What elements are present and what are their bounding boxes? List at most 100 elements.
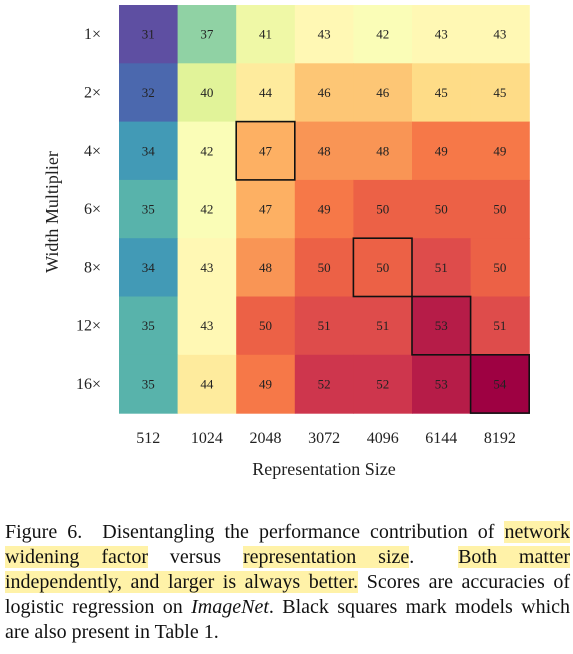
y-tick-label: 4×: [84, 143, 101, 160]
heatmap-chart: 31 37 41 43 42 43 43 32 40 44 46 46 45 45 34 42 47 48 48 49…: [42, 5, 531, 479]
cell-value-label: 50: [376, 202, 389, 217]
heatmap-cell: [236, 63, 296, 123]
y-tick-label: 8×: [84, 259, 101, 276]
heatmap-cell: [294, 238, 354, 298]
cell-value-label: 50: [493, 202, 506, 217]
y-tick-label: 6×: [84, 201, 101, 218]
heatmap-cell: [470, 63, 530, 123]
heatmap-cell: [412, 121, 472, 181]
cell-value-label: 52: [318, 376, 331, 391]
heatmap-cell: [119, 63, 179, 123]
cell-value-label: 49: [493, 143, 506, 158]
caption-text-3: .: [409, 546, 415, 568]
marked-cell-outline: [469, 353, 531, 414]
figure-caption: Figure 6. Disentangling the performance …: [5, 520, 570, 645]
cell-value-label: 43: [200, 260, 213, 275]
caption-text-1: Disentangling the performance contributi…: [102, 521, 495, 543]
heatmap-cell: [177, 238, 237, 298]
cell-value-label: 46: [318, 85, 332, 100]
highlight-representation-size: representation size: [242, 546, 410, 568]
cell-value-label: 45: [493, 85, 506, 100]
heatmap-cell: [470, 238, 530, 298]
cell-value-label: 37: [200, 27, 214, 42]
heatmap-cell: [236, 354, 296, 414]
heatmap-cell: [119, 5, 179, 64]
heatmap-cell: [119, 121, 179, 181]
heatmap-cell: [412, 5, 472, 64]
heatmap-cell: [119, 238, 179, 298]
heatmap-cell: [294, 354, 354, 414]
heatmap-cell: [294, 121, 354, 181]
heatmap-cells: 31 37 41 43 42 43 43 32 40 44 46 46 45 45 34 42 47 48 48 49…: [119, 5, 530, 414]
heatmap-cell: [470, 121, 530, 181]
cell-value-label: 35: [142, 202, 155, 217]
cell-value-label: 49: [435, 143, 448, 158]
y-tick-labels: 1× 2× 4× 6× 8× 12× 16×: [76, 26, 101, 393]
cell-value-label: 43: [493, 27, 506, 42]
cell-value-label: 44: [200, 376, 214, 391]
cell-value-label: 50: [259, 318, 272, 333]
heatmap-cell: [294, 296, 354, 356]
heatmap-cell: [119, 354, 179, 414]
cell-value-label: 53: [435, 318, 448, 333]
cell-value-label: 32: [142, 85, 155, 100]
x-axis-label: Representation Size: [252, 459, 395, 479]
y-tick-label: 2×: [84, 84, 101, 101]
cell-value-label: 40: [200, 85, 213, 100]
heatmap-cell: [294, 5, 354, 64]
cell-value-label: 42: [200, 202, 213, 217]
cell-value-label: 48: [259, 260, 272, 275]
cell-value-label: 31: [142, 27, 155, 42]
heatmap-cell: [412, 354, 472, 414]
y-tick-label: 12×: [76, 318, 101, 335]
marked-cell-outline: [411, 295, 472, 356]
cell-value-label: 50: [376, 260, 389, 275]
cell-value-label: 34: [142, 260, 156, 275]
heatmap-cell: [353, 179, 413, 239]
heatmap-cell: [353, 63, 413, 123]
cell-value-label: 41: [259, 27, 272, 42]
x-tick-label: 8192: [484, 430, 516, 447]
y-axis-label: Width Multiplier: [42, 151, 62, 273]
cell-value-label: 48: [318, 143, 331, 158]
heatmap-cell: [470, 179, 530, 239]
marked-squares: [235, 120, 531, 414]
cell-value-label: 53: [435, 376, 448, 391]
cell-value-label: 42: [200, 143, 213, 158]
heatmap-cell: [236, 121, 296, 181]
marked-cell-outline: [352, 237, 413, 298]
x-tick-label: 3072: [308, 430, 340, 447]
cell-value-label: 42: [376, 27, 389, 42]
heatmap-cell: [353, 354, 413, 414]
marked-cell-outline: [235, 120, 296, 181]
heatmap-cell: [119, 179, 179, 239]
caption-text-5: . Black squares mark models which are al…: [5, 596, 571, 643]
cell-value-label: 50: [435, 202, 448, 217]
cell-value-label: 46: [376, 85, 390, 100]
cell-value-label: 35: [142, 318, 155, 333]
cell-value-label: 43: [318, 27, 331, 42]
heatmap-cell: [470, 354, 530, 414]
y-tick-label: 1×: [84, 26, 101, 43]
cell-value-label: 51: [318, 318, 331, 333]
heatmap-cell: [236, 5, 296, 64]
heatmap-cell: [353, 296, 413, 356]
heatmap-cell: [177, 121, 237, 181]
heatmap-cell: [294, 179, 354, 239]
heatmap-cell: [177, 354, 237, 414]
cell-value-label: 51: [376, 318, 389, 333]
x-tick-label: 512: [136, 430, 160, 447]
heatmap-cell: [470, 5, 530, 64]
cell-value-label: 51: [435, 260, 448, 275]
heatmap-cell: [236, 238, 296, 298]
caption-imagenet: ImageNet: [191, 596, 269, 618]
x-tick-labels: 512 1024 2048 3072 4096 6144 8192: [136, 430, 516, 447]
x-tick-label: 6144: [425, 430, 457, 447]
caption-text-2: versus: [169, 546, 222, 568]
heatmap-cell: [177, 63, 237, 123]
cell-value-label: 51: [493, 318, 506, 333]
heatmap-cell: [353, 121, 413, 181]
figure-label: Figure 6.: [5, 521, 83, 543]
cell-value-label: 35: [142, 376, 155, 391]
heatmap-cell: [412, 238, 472, 298]
